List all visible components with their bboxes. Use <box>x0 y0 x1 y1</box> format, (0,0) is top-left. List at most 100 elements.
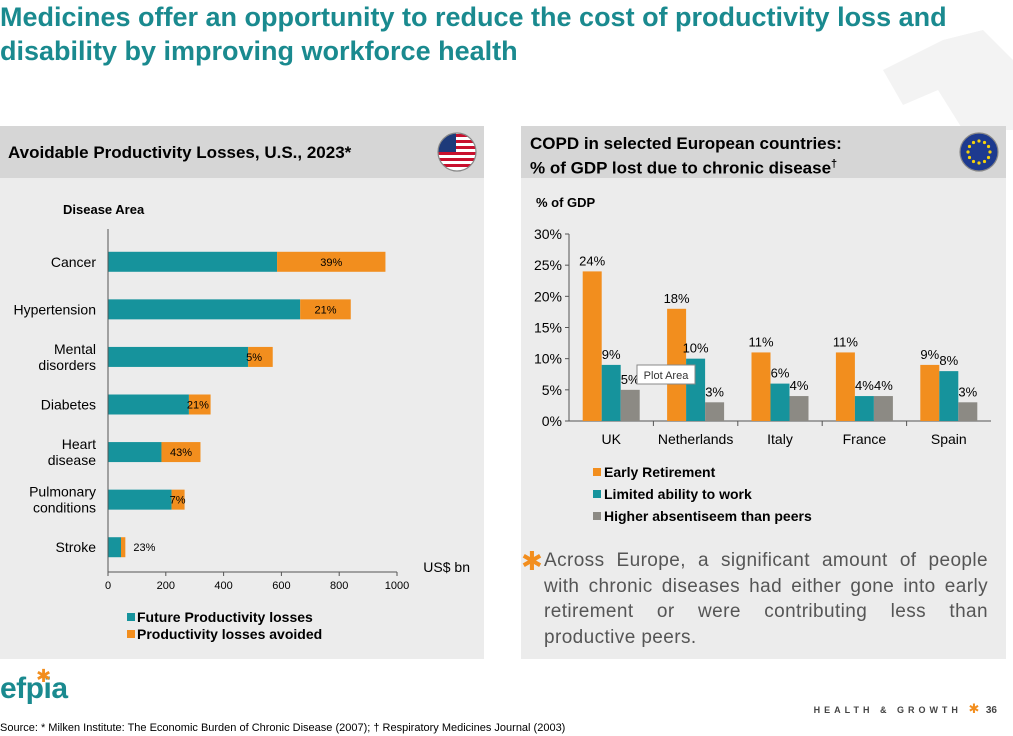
right-panel-header: COPD in selected European countries: % o… <box>521 126 1006 178</box>
data-label: 11% <box>833 334 858 349</box>
category-label: Italy <box>767 431 793 447</box>
bar-losses-avoided <box>188 394 211 415</box>
y-tick-label: 0% <box>542 413 562 429</box>
bar-future-losses <box>108 442 162 463</box>
bar-2 <box>620 389 640 421</box>
eu-star-icon <box>967 155 972 160</box>
eu-star-icon <box>971 159 976 164</box>
legend-label: Future Productivity losses <box>137 609 313 625</box>
eu-star-icon <box>982 140 987 145</box>
y-tick-label: 30% <box>534 226 562 242</box>
bar-losses-avoided <box>161 442 201 463</box>
data-label: 43% <box>170 447 192 459</box>
eu-star-icon <box>986 144 991 149</box>
x-axis-title: US$ bn <box>423 559 470 575</box>
footer-star-icon: ✱ <box>968 701 980 716</box>
page-title: Medicines offer an opportunity to reduce… <box>0 2 947 66</box>
y-axis-title: Disease Area <box>63 202 145 217</box>
category-label: Cancer <box>51 254 96 270</box>
data-label: 5% <box>246 352 262 364</box>
legend-label: Higher absentiseem than peers <box>604 508 812 524</box>
bar-1 <box>939 371 959 421</box>
x-tick-label: 400 <box>214 580 232 592</box>
bar-future-losses <box>108 251 278 272</box>
plot-area-tooltip: Plot Area <box>636 364 696 385</box>
bar-losses-avoided <box>248 346 273 367</box>
eu-flag-icon <box>959 132 999 172</box>
category-label: disease <box>48 452 96 468</box>
data-label: 3% <box>705 384 724 399</box>
legend-swatch <box>127 613 135 621</box>
data-label: 21% <box>187 400 209 412</box>
y-tick-label: 10% <box>534 351 562 367</box>
bar-future-losses <box>108 394 189 415</box>
category-label: UK <box>601 431 621 447</box>
bar-losses-avoided <box>277 251 386 272</box>
legend-label: Early Retirement <box>604 464 716 480</box>
page-number: 36 <box>985 705 997 716</box>
legend-label: Productivity losses avoided <box>137 626 322 642</box>
bullet-star-icon: ✱ <box>521 546 543 576</box>
bar-losses-avoided <box>121 537 126 558</box>
eu-star-icon <box>967 144 972 149</box>
dagger-mark: † <box>831 158 838 170</box>
category-label: France <box>843 431 887 447</box>
bar-future-losses <box>108 537 122 558</box>
copd-europe-chart: % of GDP0%5%10%15%20%25%30%24%9%5%UK18%1… <box>534 195 991 524</box>
data-label: 4% <box>855 378 874 393</box>
logo-star-icon: ✱ <box>36 666 52 686</box>
left-panel-header: Avoidable Productivity Losses, U.S., 202… <box>0 126 484 178</box>
data-label: 6% <box>771 366 790 381</box>
category-label: Hypertension <box>14 301 97 317</box>
left-panel-title: Avoidable Productivity Losses, U.S., 202… <box>8 143 352 162</box>
x-tick-label: 1000 <box>385 580 409 592</box>
left-panel: Avoidable Productivity Losses, U.S., 202… <box>0 126 484 659</box>
y-tick-label: 15% <box>534 320 562 336</box>
category-label: disorders <box>38 357 96 373</box>
y-tick-label: 5% <box>542 382 562 398</box>
data-label: 24% <box>579 253 605 268</box>
category-label: Netherlands <box>658 431 734 447</box>
eu-star-icon <box>988 150 992 154</box>
decorative-star-graphic <box>883 30 1013 130</box>
eu-star-icon <box>971 140 976 145</box>
right-panel-title-line1: COPD in selected European countries: <box>530 134 842 153</box>
right-panel: COPD in selected European countries: % o… <box>521 126 1006 659</box>
y-tick-label: 20% <box>534 288 562 304</box>
footer-label: HEALTH & GROWTH ✱ 36 <box>814 701 997 717</box>
source-note: Source: * Milken Institute: The Economic… <box>0 722 566 734</box>
legend-label: Limited ability to work <box>604 486 752 502</box>
bar-future-losses <box>108 346 249 367</box>
category-label: Spain <box>931 431 967 447</box>
data-label: 9% <box>920 347 939 362</box>
bar-losses-avoided <box>171 489 185 510</box>
data-label: 23% <box>133 542 155 554</box>
x-tick-label: 200 <box>157 580 175 592</box>
bar-1 <box>601 364 621 421</box>
data-label: 4% <box>874 378 893 393</box>
eu-star-icon <box>977 139 981 143</box>
eu-star-icon <box>966 150 970 154</box>
bar-future-losses <box>108 299 301 320</box>
bar-2 <box>873 396 893 421</box>
data-label: 21% <box>314 304 336 316</box>
bullet-text: Across Europe, a significant amount of p… <box>544 550 988 648</box>
bar-0 <box>920 364 940 421</box>
data-label: 11% <box>748 334 773 349</box>
bar-2 <box>705 402 725 421</box>
x-tick-label: 600 <box>272 580 290 592</box>
category-label: Heart <box>62 436 96 452</box>
data-label: 10% <box>683 341 709 356</box>
data-label: 4% <box>790 378 809 393</box>
data-label: 39% <box>320 257 342 269</box>
legend-swatch <box>593 490 601 498</box>
right-panel-title: COPD in selected European countries: % o… <box>530 133 842 179</box>
bar-losses-avoided <box>300 299 351 320</box>
legend-swatch <box>127 630 135 638</box>
right-panel-title-line2: % of GDP lost due to chronic disease <box>530 158 832 178</box>
x-tick-label: 0 <box>105 580 111 592</box>
legend-swatch <box>593 468 601 476</box>
bar-0 <box>751 352 771 421</box>
category-label: Mental <box>54 341 96 357</box>
bar-1 <box>770 383 790 421</box>
